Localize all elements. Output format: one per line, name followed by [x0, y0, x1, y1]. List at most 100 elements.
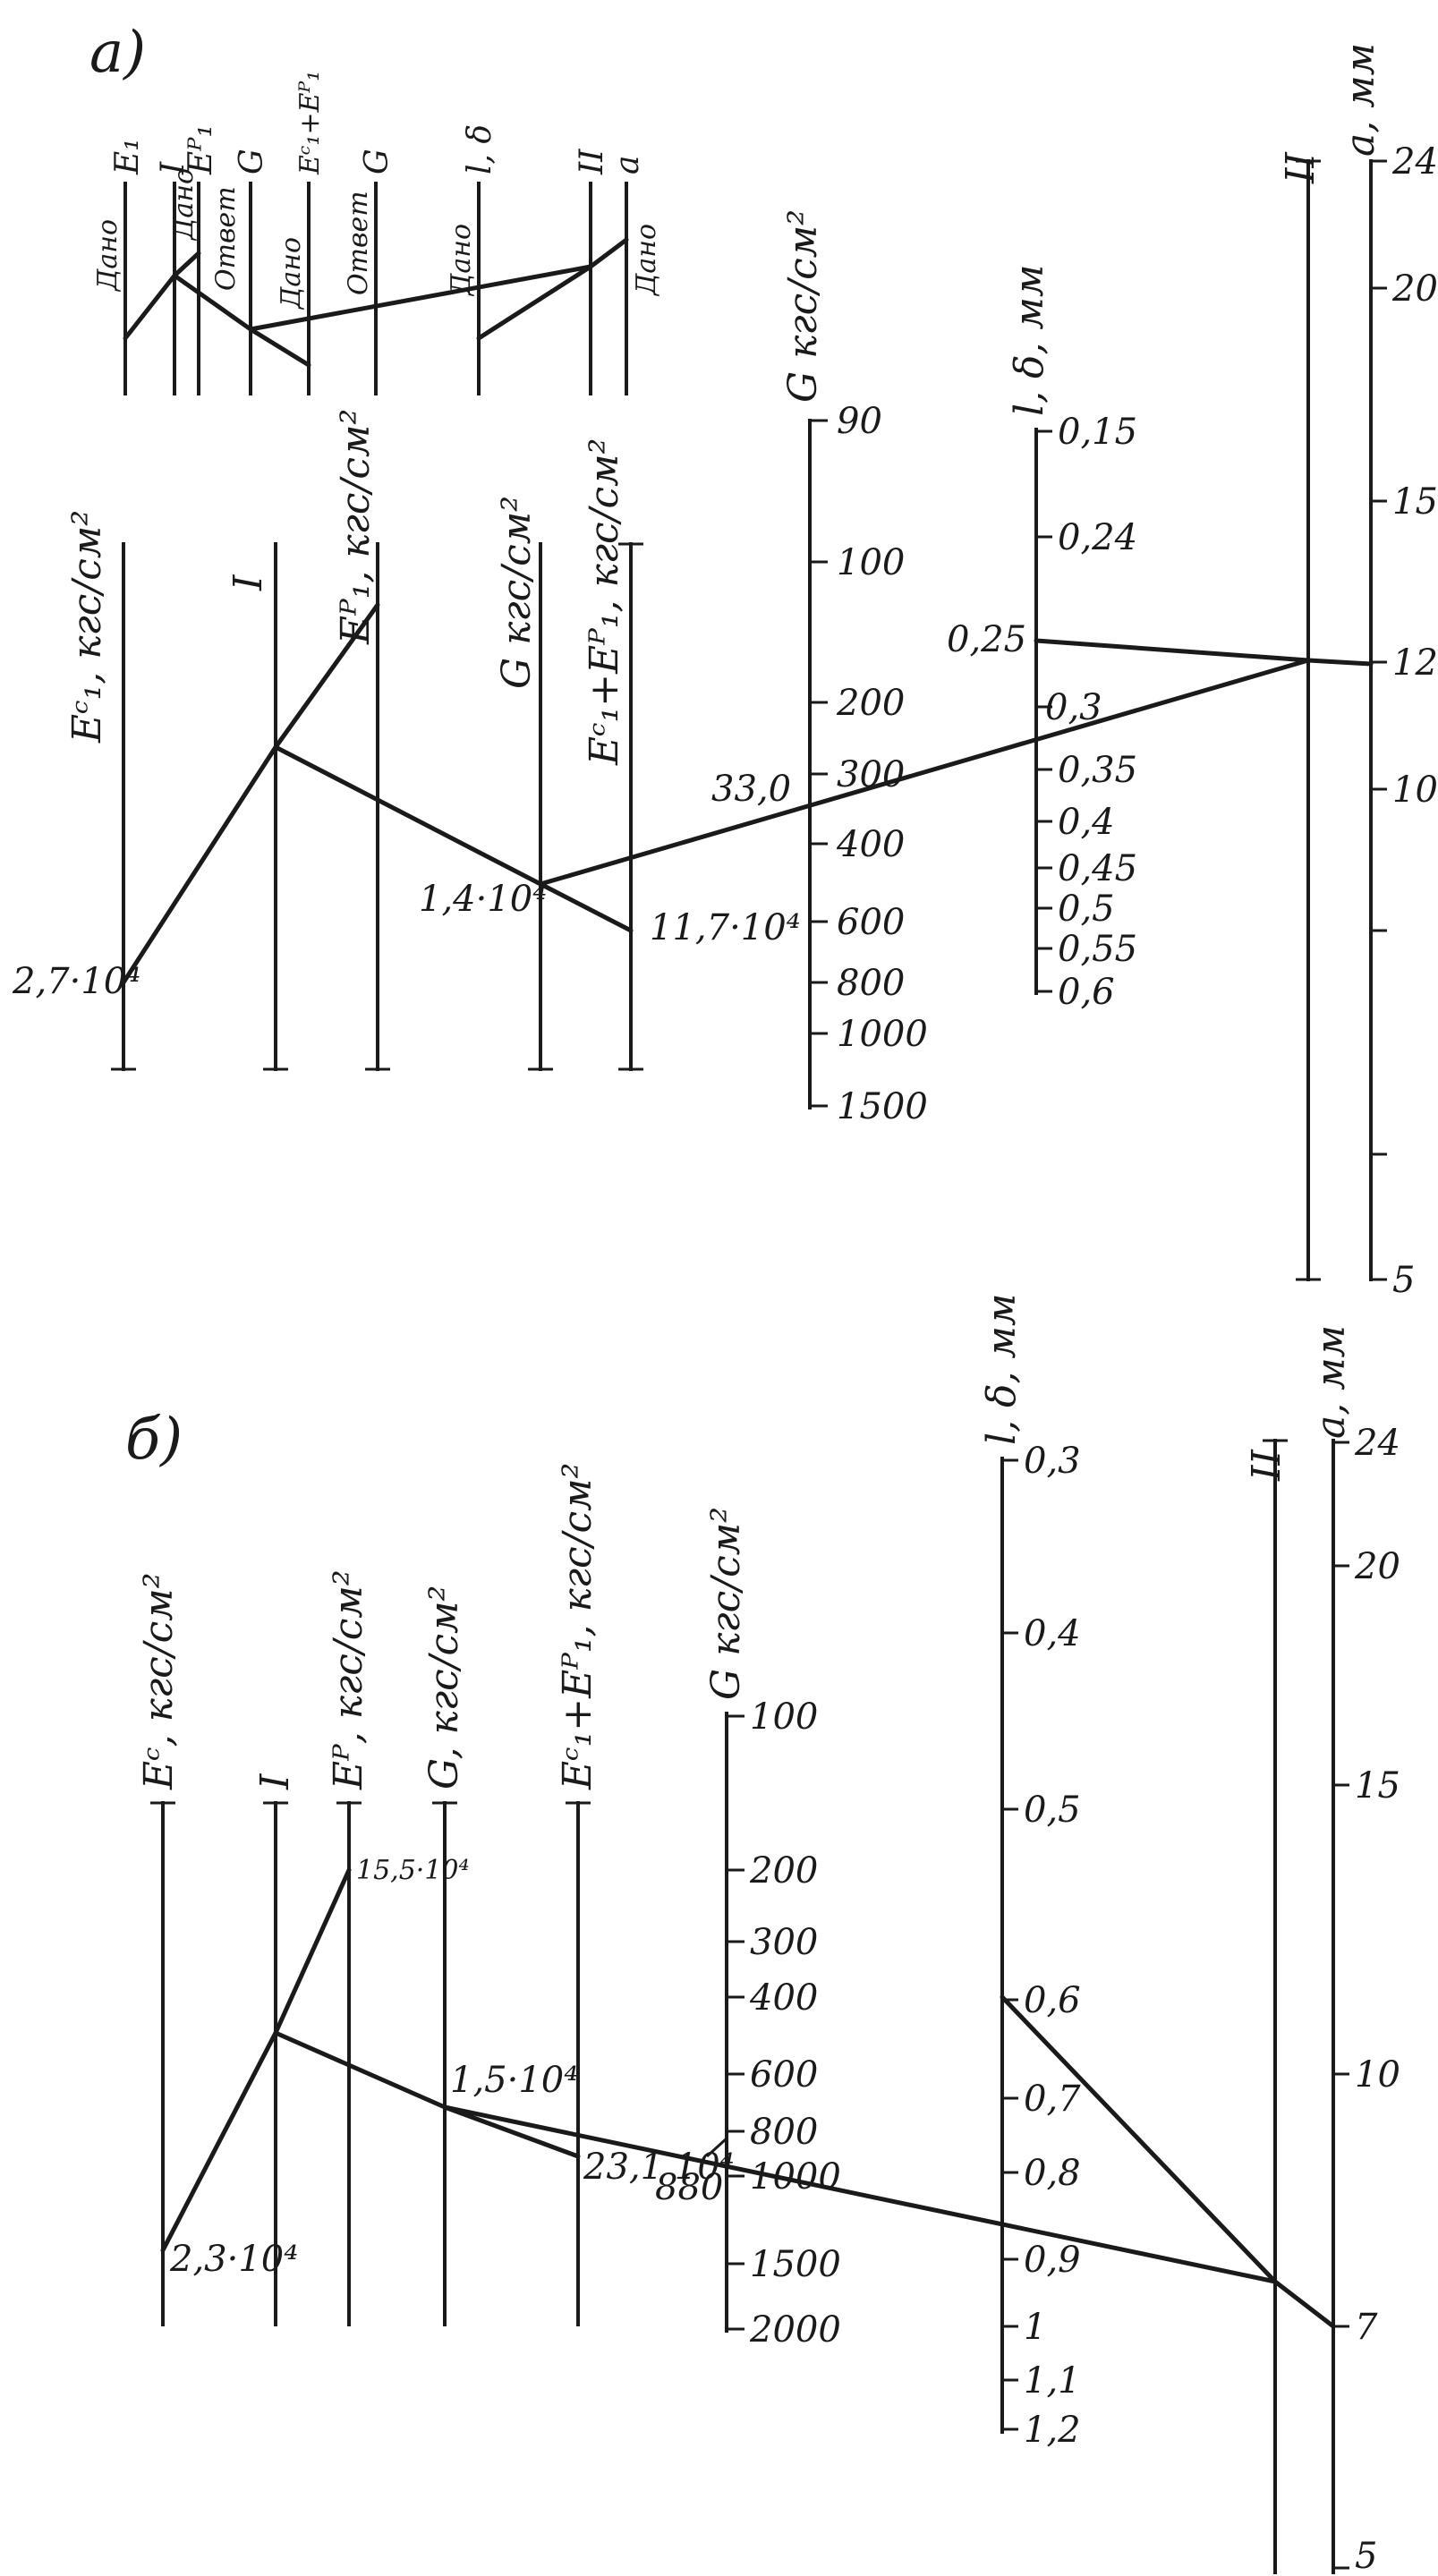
- sol-a-ec-i: [121, 744, 278, 985]
- label-b-ep: Eᴾ, кгс/см²: [326, 1570, 371, 1790]
- tick-b-l-11: 1,1: [1024, 2360, 1081, 2402]
- tick-a-a-12: 12: [1392, 642, 1438, 684]
- label-b-ii: II: [1244, 1449, 1289, 1482]
- key-label-l: l, δ: [462, 124, 498, 174]
- key-label-sum: Eᶜ₁+Eᴾ₁: [294, 71, 326, 175]
- tick-b-g-1000: 1000: [750, 2156, 841, 2198]
- tick-b-l-1: 1: [1024, 2307, 1046, 2348]
- label-a-a: a, мм: [1338, 43, 1383, 157]
- label-b-ec: Eᶜ, кгс/см²: [136, 1573, 182, 1790]
- label-a-gmid: G кгс/см²: [494, 496, 540, 689]
- tick-b-l-12: 1,2: [1024, 2410, 1081, 2451]
- value-b-ec: 2,3·10⁴: [169, 2239, 298, 2280]
- tick-a-g-600: 600: [837, 902, 905, 943]
- tick-a-l-015: 0,15: [1058, 412, 1137, 453]
- value-b-g-result: 880: [655, 2167, 723, 2208]
- key-caption-given-3: Дано: [276, 237, 307, 310]
- sol-b-ii-a: [1272, 2279, 1336, 2329]
- label-b-gmid: G, кгс/см²: [421, 1586, 467, 1790]
- label-a-ii: II: [1278, 151, 1323, 184]
- label-b-g: G кгс/см²: [703, 1507, 749, 1700]
- tick-b-l-04: 0,4: [1024, 1613, 1081, 1654]
- ticks-a-g: 90 100 200 300 400 600 800 1000 1500: [810, 401, 928, 1127]
- key-caption-answer-2: Ответ: [343, 191, 374, 295]
- tick-a-l-055: 0,55: [1058, 929, 1137, 970]
- label-a-i: I: [225, 574, 271, 591]
- tick-a-l-045: 0,45: [1058, 848, 1137, 889]
- sol-b-l-ii: [1000, 1994, 1278, 2284]
- value-b-ep: 15,5·10⁴: [356, 1855, 470, 1886]
- tick-a-g-200: 200: [836, 683, 905, 724]
- value-b-sum: 23,1 10⁴: [583, 2147, 735, 2188]
- ticks-b-g: 100 200 300 400 600 800 1000 1500 2000: [727, 1696, 841, 2351]
- tick-b-l-07: 0,7: [1024, 2079, 1081, 2120]
- label-b-a: a, мм: [1308, 1325, 1354, 1439]
- tick-b-a-7: 7: [1355, 2307, 1378, 2348]
- tick-a-g-100: 100: [837, 542, 905, 583]
- tick-b-g-200: 200: [749, 1850, 818, 1892]
- panel-b-solution: [160, 1867, 1336, 2329]
- ticks-b-a: 24 20 15 10 7 5: [1333, 1423, 1400, 2576]
- sol-b-g-ii: [442, 2104, 1278, 2284]
- tick-b-a-15: 15: [1355, 1765, 1400, 1807]
- tick-a-a-20: 20: [1391, 268, 1438, 310]
- key-line-1: [123, 251, 201, 341]
- label-b-sum: Eᶜ₁+Eᴾ₁, кгс/см²: [555, 1463, 600, 1790]
- tick-b-l-03: 0,3: [1024, 1441, 1081, 1482]
- tick-b-g-300: 300: [750, 1922, 818, 1963]
- tick-a-a-15: 15: [1392, 481, 1438, 523]
- label-a-ec: Eᶜ₁, кгс/см²: [64, 510, 110, 744]
- value-a-g: 1,4·10⁴: [419, 879, 547, 920]
- label-a-g: G кгс/см²: [780, 209, 826, 403]
- tick-a-l-05: 0,5: [1058, 888, 1115, 930]
- tick-a-g-800: 800: [837, 963, 905, 1004]
- tick-a-a-24: 24: [1391, 141, 1438, 183]
- tick-a-g-400: 400: [836, 824, 905, 865]
- tick-b-l-09: 0,9: [1024, 2240, 1081, 2281]
- tick-a-g-90: 90: [837, 401, 882, 442]
- label-a-ep: Eᴾ₁, кгс/см²: [333, 409, 379, 645]
- panel-a-solution: [121, 602, 1374, 985]
- panel-a-key: E₁ I Eᴾ₁ G Eᶜ₁+Eᴾ₁ G l, δ II a Дано Дано…: [92, 71, 662, 395]
- panel-a: а) E₁ I Eᴾ₁ G Eᶜ₁+Eᴾ₁ G l, δ II a Д: [12, 20, 1438, 1301]
- tick-a-g-1500: 1500: [837, 1086, 928, 1127]
- tick-a-l-06: 0,6: [1058, 972, 1115, 1013]
- ticks-a-a: 24 20 15 12 10 5: [1371, 141, 1438, 1301]
- sol-a-l-ii: [1034, 638, 1311, 663]
- tick-a-l-04: 0,4: [1058, 802, 1115, 843]
- label-b-l: l, δ, мм: [979, 1294, 1025, 1445]
- key-label-a: a: [609, 156, 646, 174]
- tick-a-a-5: 5: [1392, 1260, 1415, 1301]
- tick-b-g-1500: 1500: [750, 2244, 841, 2285]
- key-caption-given-1: Дано: [92, 219, 123, 293]
- tick-a-g-1000: 1000: [837, 1014, 928, 1055]
- tick-b-a-5: 5: [1355, 2536, 1377, 2576]
- tick-b-g-2000: 2000: [749, 2309, 841, 2351]
- panel-b-axes: [150, 1439, 1335, 2574]
- key-caption-given-5: Дано: [631, 224, 662, 297]
- key-label-e1: E₁: [109, 138, 146, 175]
- sol-b-i-g: [273, 2030, 447, 2110]
- tick-b-a-10: 10: [1355, 2054, 1400, 2096]
- tick-b-l-05: 0,5: [1024, 1790, 1081, 1831]
- sol-b-g-sum: [442, 2104, 581, 2159]
- sol-b-i-ep: [273, 1867, 352, 2036]
- value-a-ec: 2,7·10⁴: [12, 961, 140, 1002]
- key-label-g2: G: [359, 149, 396, 174]
- label-b-i: I: [252, 1773, 298, 1790]
- panel-b: б) Eᶜ, кгс/см² I Eᴾ, кгс/см² G, кгс/см² …: [125, 1294, 1400, 2576]
- tick-b-g-100: 100: [750, 1696, 818, 1738]
- ticks-a-l: 0,15 0,24 0,3 0,35 0,4 0,45 0,5 0,55 0,6: [1036, 412, 1137, 1013]
- sol-a-g-sum: [538, 881, 634, 933]
- key-caption-given-2: Дано: [168, 168, 200, 242]
- sol-a-i-g: [273, 744, 543, 887]
- key-caption-answer-1: Ответ: [210, 186, 242, 291]
- tick-a-l-035: 0,35: [1058, 750, 1137, 791]
- label-a-l: l, δ, мм: [1007, 265, 1052, 416]
- tick-b-g-600: 600: [750, 2054, 818, 2096]
- value-b-g: 1,5·10⁴: [450, 2060, 578, 2101]
- sol-b-ec-i: [160, 2030, 278, 2253]
- ticks-b-l: 0,3 0,4 0,5 0,6 0,7 0,8 0,9 1 1,1 1,2: [1002, 1441, 1081, 2451]
- tick-b-a-20: 20: [1354, 1546, 1400, 1587]
